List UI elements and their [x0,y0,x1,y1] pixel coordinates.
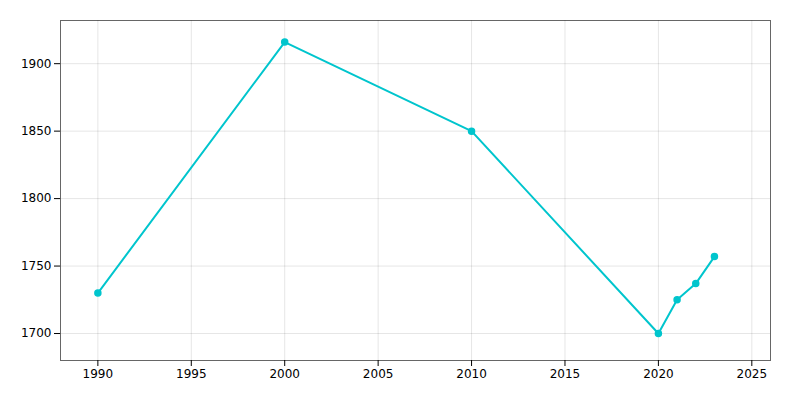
svg-text:2015: 2015 [550,367,581,381]
svg-text:1700: 1700 [21,326,52,340]
svg-text:1900: 1900 [21,57,52,71]
svg-text:1995: 1995 [176,367,207,381]
svg-text:1990: 1990 [83,367,114,381]
svg-text:1750: 1750 [21,259,52,273]
svg-text:1800: 1800 [21,191,52,205]
svg-text:2005: 2005 [363,367,394,381]
svg-text:1850: 1850 [21,124,52,138]
svg-text:2020: 2020 [643,367,674,381]
svg-text:2025: 2025 [737,367,768,381]
svg-text:2000: 2000 [269,367,300,381]
svg-text:2010: 2010 [456,367,487,381]
